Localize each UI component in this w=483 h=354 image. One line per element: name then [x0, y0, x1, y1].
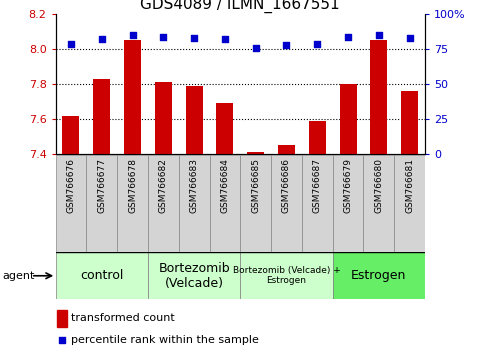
Point [313, 41, 321, 46]
Bar [333, 155, 364, 253]
Bar [333, 252, 425, 299]
Point [98, 36, 106, 42]
Bar [216, 103, 233, 154]
Text: GSM766687: GSM766687 [313, 158, 322, 213]
Bar [394, 155, 425, 253]
Text: agent: agent [2, 271, 35, 281]
Text: GSM766678: GSM766678 [128, 158, 137, 213]
Text: GSM766680: GSM766680 [374, 158, 384, 213]
Point [252, 45, 259, 51]
Text: GSM766676: GSM766676 [67, 158, 75, 213]
Point [159, 34, 167, 39]
Bar [57, 310, 67, 326]
Bar [56, 252, 148, 299]
Text: GSM766684: GSM766684 [220, 158, 229, 212]
Bar [240, 252, 333, 299]
Bar [185, 86, 202, 154]
Point [344, 34, 352, 39]
Bar [271, 155, 302, 253]
Point [128, 32, 136, 38]
Text: Bortezomib
(Velcade): Bortezomib (Velcade) [158, 262, 230, 290]
Bar [93, 79, 110, 154]
Text: GSM766683: GSM766683 [190, 158, 199, 213]
Text: percentile rank within the sample: percentile rank within the sample [71, 335, 259, 346]
Point [283, 42, 290, 48]
Text: Bortezomib (Velcade) +
Estrogen: Bortezomib (Velcade) + Estrogen [233, 266, 341, 285]
Bar [148, 252, 241, 299]
Bar [309, 121, 326, 154]
Bar [302, 155, 333, 253]
Text: GSM766677: GSM766677 [97, 158, 106, 213]
Text: GSM766679: GSM766679 [343, 158, 353, 213]
Point [221, 36, 229, 42]
Text: Estrogen: Estrogen [351, 269, 407, 282]
Bar [62, 115, 79, 154]
Bar [240, 155, 271, 253]
Bar [278, 145, 295, 154]
Bar [247, 152, 264, 154]
Bar [210, 155, 240, 253]
Text: GSM766681: GSM766681 [405, 158, 414, 213]
Title: GDS4089 / ILMN_1667551: GDS4089 / ILMN_1667551 [141, 0, 340, 13]
Bar [340, 84, 356, 154]
Point [58, 337, 66, 343]
Point [406, 35, 413, 41]
Point [190, 35, 198, 41]
Bar [86, 155, 117, 253]
Point [67, 41, 75, 46]
Text: GSM766685: GSM766685 [251, 158, 260, 213]
Bar [364, 155, 394, 253]
Text: GSM766682: GSM766682 [159, 158, 168, 212]
Text: transformed count: transformed count [71, 313, 175, 323]
Point [375, 32, 383, 38]
Bar [401, 91, 418, 154]
Bar [155, 82, 172, 154]
Bar [179, 155, 210, 253]
Text: GSM766686: GSM766686 [282, 158, 291, 213]
Bar [117, 155, 148, 253]
Bar [124, 40, 141, 154]
Bar [148, 155, 179, 253]
Text: control: control [80, 269, 124, 282]
Bar [370, 40, 387, 154]
Bar [56, 155, 86, 253]
